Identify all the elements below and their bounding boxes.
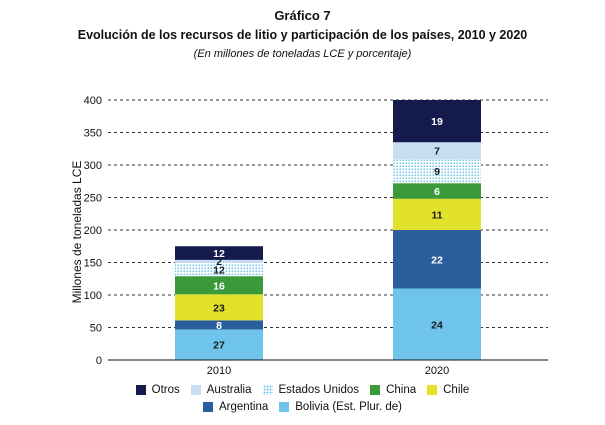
legend-label: Argentina — [219, 401, 269, 413]
data-label: 9 — [434, 166, 440, 178]
legend-label: Australia — [206, 384, 252, 396]
bar-segment-chile-2010 — [175, 294, 263, 321]
y-tick-label: 0 — [96, 355, 102, 367]
y-tick-label: 100 — [84, 290, 102, 302]
legend-item-bolivia-est-plur-de-: Bolivia (Est. Plur. de) — [279, 401, 402, 413]
bar-segment-otros-2010 — [175, 246, 263, 260]
bar-segment-argentina-2020 — [393, 230, 481, 289]
legend-swatch — [262, 385, 273, 395]
legend-item-china: China — [370, 384, 416, 396]
legend-label: Chile — [443, 384, 470, 396]
legend-swatch — [427, 385, 438, 395]
chart-note: (En millones de toneladas LCE y porcenta… — [193, 48, 412, 60]
legend-item-australia: Australia — [190, 384, 252, 396]
legend-row-1: Otros Australia Estados Unidos China Chile — [0, 384, 605, 396]
data-label: 12 — [213, 248, 225, 260]
legend-label: Bolivia (Est. Plur. de) — [295, 401, 402, 413]
bar-segment-china-2010 — [175, 276, 263, 295]
data-label: 24 — [431, 319, 443, 331]
bar-segment-chile-2020 — [393, 198, 481, 230]
y-axis-label: Millones de toneladas LCE — [70, 161, 84, 304]
data-label: 7 — [434, 146, 440, 158]
legend-item-estados-unidos: Estados Unidos — [262, 384, 360, 396]
bar-segment-otros-2020 — [393, 100, 481, 143]
data-label: 23 — [213, 302, 225, 314]
y-tick-label: 300 — [84, 160, 102, 172]
data-label: 27 — [213, 340, 225, 352]
legend-label: Estados Unidos — [278, 384, 360, 396]
bar-segment-argentina-2010 — [175, 320, 263, 330]
data-label: 11 — [431, 209, 442, 221]
data-label: 2 — [216, 256, 222, 268]
x-tick-label: 2020 — [425, 365, 449, 377]
legend-swatch — [190, 385, 201, 395]
legend-item-otros: Otros — [135, 384, 180, 396]
y-tick-label: 50 — [90, 323, 102, 335]
legend-swatch — [370, 385, 381, 395]
legend-swatch — [203, 402, 214, 412]
data-label: 19 — [431, 116, 443, 128]
bar-segment-australia-2020 — [393, 142, 481, 160]
legend-label: Otros — [151, 384, 180, 396]
legend-item-chile: Chile — [427, 384, 469, 396]
x-tick-label: 2010 — [207, 365, 231, 377]
legend-row-2: Argentina Bolivia (Est. Plur. de) — [0, 401, 605, 413]
bar-segment-bolivia-est-plur-de--2020 — [393, 288, 481, 360]
data-label: 8 — [216, 320, 222, 332]
data-label: 22 — [431, 254, 443, 266]
bar-segment-bolivia-est-plur-de--2010 — [175, 329, 263, 360]
data-label: 6 — [434, 186, 440, 198]
legend-swatch — [135, 385, 146, 395]
y-tick-label: 200 — [84, 225, 102, 237]
chart-title: Gráfico 7 — [274, 8, 331, 23]
y-tick-label: 150 — [84, 258, 102, 270]
legend-item-argentina: Argentina — [203, 401, 268, 413]
data-label: 16 — [213, 280, 225, 292]
y-tick-label: 250 — [84, 193, 102, 205]
bar-segment-australia-2010 — [175, 259, 263, 263]
chart-subtitle: Evolución de los recursos de litio y par… — [77, 28, 528, 42]
legend-label: China — [386, 384, 417, 396]
bar-segment-china-2020 — [393, 183, 481, 199]
bar-segment-estados-unidos-2020 — [393, 159, 481, 184]
legend-swatch — [279, 402, 290, 412]
y-tick-label: 350 — [84, 128, 102, 140]
data-label: 12 — [213, 264, 225, 276]
bar-segment-estados-unidos-2010 — [175, 262, 263, 277]
y-tick-label: 400 — [84, 95, 102, 107]
